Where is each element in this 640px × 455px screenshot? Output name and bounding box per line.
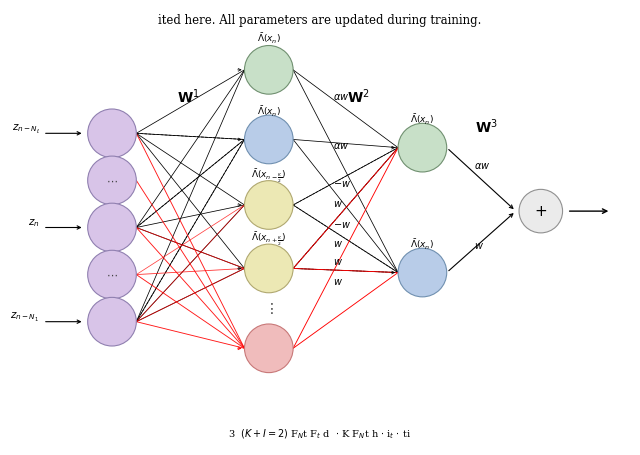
Ellipse shape — [244, 181, 293, 229]
Text: $\bar{\Lambda}(x_n)$: $\bar{\Lambda}(x_n)$ — [257, 105, 281, 119]
Text: $\bar{\Lambda}(x_n)$: $\bar{\Lambda}(x_n)$ — [410, 113, 435, 127]
Text: $\alpha w$: $\alpha w$ — [333, 92, 349, 102]
Ellipse shape — [88, 250, 136, 299]
Text: $z_{n-N_1}$: $z_{n-N_1}$ — [10, 311, 40, 324]
Ellipse shape — [244, 46, 293, 94]
Text: $+$: $+$ — [534, 204, 547, 218]
Text: $z_n$: $z_n$ — [28, 217, 40, 229]
Text: $w$: $w$ — [333, 239, 343, 249]
Text: $w$: $w$ — [474, 241, 484, 251]
Text: $\alpha w$: $\alpha w$ — [474, 161, 490, 171]
Text: $-w$: $-w$ — [333, 179, 351, 189]
Text: $-w$: $-w$ — [333, 220, 351, 230]
Text: $\mathbf{W}^2$: $\mathbf{W}^2$ — [347, 87, 370, 106]
Text: $\bar{\Lambda}(x_n)$: $\bar{\Lambda}(x_n)$ — [410, 238, 435, 252]
Ellipse shape — [519, 189, 563, 233]
Ellipse shape — [244, 324, 293, 373]
Text: $\mathbf{W}^1$: $\mathbf{W}^1$ — [177, 87, 200, 106]
Ellipse shape — [88, 156, 136, 205]
Text: $\cdots$: $\cdots$ — [106, 270, 118, 279]
Text: $\cdots$: $\cdots$ — [106, 176, 118, 185]
Ellipse shape — [88, 203, 136, 252]
Text: $w$: $w$ — [333, 277, 343, 287]
Text: $w$: $w$ — [333, 199, 343, 209]
Ellipse shape — [88, 298, 136, 346]
Text: $\vdots$: $\vdots$ — [264, 301, 274, 316]
Ellipse shape — [398, 248, 447, 297]
Text: $\bar{\Lambda}(x_{n-\frac{K}{2}})$: $\bar{\Lambda}(x_{n-\frac{K}{2}})$ — [251, 167, 287, 184]
Text: 3  $(K+I=2)$ F$_N$t F$_t$ d  $\cdot$ K F$_N$t h $\cdot$ i$_t$ $\cdot$ ti: 3 $(K+I=2)$ F$_N$t F$_t$ d $\cdot$ K F$_… — [228, 428, 412, 441]
Text: $\bar{\Lambda}(x_{n+\frac{K}{2}})$: $\bar{\Lambda}(x_{n+\frac{K}{2}})$ — [251, 231, 287, 248]
Ellipse shape — [244, 115, 293, 164]
Ellipse shape — [398, 123, 447, 172]
Text: ited here. All parameters are updated during training.: ited here. All parameters are updated du… — [158, 14, 482, 27]
Ellipse shape — [244, 244, 293, 293]
Text: $\bar{\Lambda}(x_n)$: $\bar{\Lambda}(x_n)$ — [257, 32, 281, 46]
Text: $\mathbf{W}^3$: $\mathbf{W}^3$ — [475, 118, 498, 136]
Text: $w$: $w$ — [333, 258, 343, 267]
Ellipse shape — [88, 109, 136, 157]
Text: $z_{n-N_\ell}$: $z_{n-N_\ell}$ — [12, 123, 40, 136]
Text: $\alpha w$: $\alpha w$ — [333, 141, 349, 151]
